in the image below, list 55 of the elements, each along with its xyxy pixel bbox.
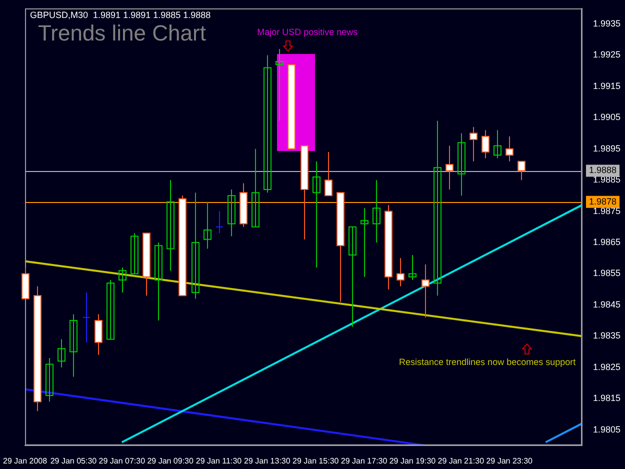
x-tick-label: 29 Jan 05:30 [50,456,98,466]
x-tick-label: 29 Jan 09:30 [147,456,194,466]
x-tick-label: 29 Jan 23:30 [486,456,534,466]
candlestick [252,148,260,228]
y-tick-label: 1.9855 [593,268,621,278]
annotation: Major USD positive news [257,26,358,37]
candlestick [118,266,126,293]
candlestick [154,242,162,322]
candlestick [106,279,114,340]
y-tick-label: 1.9905 [593,112,621,122]
x-tick-label: 29 Jan 2008 [2,456,48,466]
candlestick [204,201,212,250]
y-tick-label: 1.9835 [593,330,621,341]
y-tick-label: 1.9825 [593,362,621,372]
candlestick [70,314,78,378]
y-tick-label: 1.9845 [593,299,621,310]
x-tick-label: 29 Jan 15:30 [292,456,340,466]
candlestick [458,132,466,196]
candlestick [46,358,54,402]
candlestick [494,130,502,159]
candlestick [192,192,200,300]
y-tick-label: 1.9805 [593,424,621,434]
candlestick [408,254,416,280]
y-tick-label: 1.9865 [593,236,621,247]
y-tick-label: 1.9885 [593,174,621,185]
x-tick-label: 29 Jan 21:30 [438,456,485,466]
candlestick [276,48,284,122]
candlestick [130,232,138,274]
candlestick [312,160,320,268]
candlestick [264,54,272,194]
candlestick [434,120,442,296]
y-tick-label: 1.9895 [593,143,621,154]
x-tick-label: 29 Jan 13:30 [244,456,291,466]
y-tick-label: 1.9935 [593,18,621,28]
x-tick-label: 29 Jan 11:30 [196,456,242,466]
candlestick [372,180,380,244]
chart-subtitle: GBPUSD,M30 1.9891 1.9891 1.9885 1.9888 [30,10,211,20]
candlestick [58,338,66,368]
candlestick [360,208,368,278]
text: Trends line Chart [38,20,206,46]
candlestick [228,188,236,237]
x-tick-label: 29 Jan 19:30 [389,456,436,466]
y-tick-label: 1.9875 [593,206,621,216]
annotation: Resistance trendlines now becomes support [399,356,576,367]
candlestick [348,226,356,328]
y-tick-label: 1.9925 [593,50,621,60]
candlestick [166,180,174,272]
ref-line-label: 1.9878 [589,196,617,206]
x-tick-label: 29 Jan 07:30 [98,456,146,466]
x-tick-label: 29 Jan 17:30 [340,456,388,466]
candlestick [82,292,90,343]
y-tick-label: 1.9915 [593,80,621,91]
candlestick [216,210,224,234]
ref-line-label: 1.9888 [589,165,617,176]
y-tick-label: 1.9815 [593,393,621,404]
